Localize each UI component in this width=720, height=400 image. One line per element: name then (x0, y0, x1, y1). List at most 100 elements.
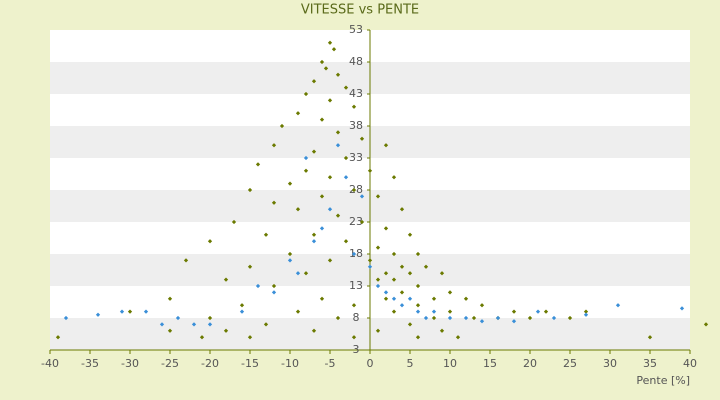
scatter-point (223, 328, 229, 333)
scatter-point (511, 319, 517, 324)
scatter-point (159, 322, 165, 327)
scatter-point (383, 143, 389, 148)
scatter-point (463, 296, 469, 301)
scatter-point (295, 271, 301, 276)
x-tick-label: 10 (443, 357, 457, 370)
scatter-point (391, 309, 397, 314)
scatter-point (447, 290, 453, 295)
scatter-point (143, 309, 149, 314)
scatter-point (271, 283, 277, 289)
scatter-point (343, 155, 349, 161)
scatter-point (167, 328, 173, 333)
scatter-point (207, 322, 213, 327)
x-tick-label: -35 (81, 357, 99, 370)
y-tick-label: 13 (349, 279, 363, 292)
y-tick-label: 18 (349, 247, 363, 260)
scatter-point (287, 258, 293, 263)
y-tick-label: 8 (353, 311, 360, 324)
scatter-point (407, 271, 413, 276)
scatter-point (391, 296, 397, 301)
scatter-point (527, 315, 533, 321)
y-tick-label: 53 (349, 23, 363, 36)
scatter-point (431, 315, 437, 321)
scatter-point (287, 251, 293, 257)
scatter-point (343, 239, 349, 244)
y-tick-label: 38 (349, 119, 363, 132)
scatter-point (679, 306, 685, 311)
x-tick-label: -40 (41, 357, 59, 370)
scatter-point (311, 328, 317, 333)
scatter-point (399, 207, 405, 212)
scatter-point (351, 335, 357, 340)
scatter-point (479, 319, 485, 324)
scatter-point (303, 168, 309, 173)
x-tick-label: 5 (407, 357, 414, 370)
y-tick-label: 28 (349, 183, 363, 196)
scatter-point (231, 219, 237, 225)
scatter-point (127, 309, 133, 314)
scatter-point (407, 232, 413, 237)
y-tick-label: 3 (353, 343, 360, 356)
scatter-point (271, 200, 277, 205)
scatter-point (255, 162, 261, 167)
x-tick-label: -5 (325, 357, 336, 370)
scatter-point (383, 290, 389, 295)
x-tick-label: 30 (603, 357, 617, 370)
scatter-point (423, 315, 429, 321)
scatter-point (407, 296, 413, 301)
scatter-point (359, 136, 365, 141)
scatter-point (375, 277, 381, 282)
scatter-point (271, 290, 277, 295)
y-tick-label: 48 (349, 55, 363, 68)
chart-title: VITESSE vs PENTE (301, 3, 419, 18)
scatter-point (375, 283, 381, 289)
y-tick-label: 33 (349, 151, 363, 164)
scatter-point (175, 315, 181, 321)
scatter-point (319, 296, 325, 301)
scatter-point (359, 194, 365, 199)
scatter-point (311, 239, 317, 244)
scatter-point (383, 271, 389, 276)
x-tick-label: 35 (643, 357, 657, 370)
scatter-point (263, 232, 269, 237)
scatter-point (407, 322, 413, 327)
scatter-point (247, 264, 253, 269)
scatter-point (583, 312, 589, 317)
scatter-point (535, 309, 541, 314)
scatter-point (351, 187, 357, 193)
scatter-point (247, 187, 253, 193)
x-tick-label: 25 (563, 357, 577, 370)
scatter-point (479, 303, 485, 308)
scatter-point (271, 143, 277, 148)
scatter-point (383, 296, 389, 301)
scatter-point (247, 335, 253, 340)
scatter-point (319, 226, 325, 231)
scatter-point (415, 335, 421, 340)
x-tick-label: 0 (367, 357, 374, 370)
x-tick-label: -25 (161, 357, 179, 370)
scatter-point (415, 303, 421, 308)
scatter-point (303, 271, 309, 276)
scatter-point (239, 303, 245, 308)
scatter-point (583, 309, 589, 314)
scatter-point (351, 251, 357, 257)
scatter-point (239, 309, 245, 314)
x-axis-label: Pente [%] (636, 374, 690, 387)
scatter-point (543, 309, 549, 314)
scatter-point (263, 322, 269, 327)
scatter-point (351, 303, 357, 308)
scatter-point (327, 258, 333, 263)
scatter-point (295, 309, 301, 314)
scatter-point (415, 251, 421, 257)
scatter-point (287, 181, 293, 186)
x-tick-label: 40 (683, 357, 697, 370)
scatter-point (295, 207, 301, 212)
scatter-point (495, 315, 501, 321)
scatter-point (303, 155, 309, 161)
scatter-point (399, 290, 405, 295)
scatter-point (375, 194, 381, 199)
scatter-point (447, 315, 453, 321)
scatter-point (327, 175, 333, 180)
x-tick-label: -20 (201, 357, 219, 370)
